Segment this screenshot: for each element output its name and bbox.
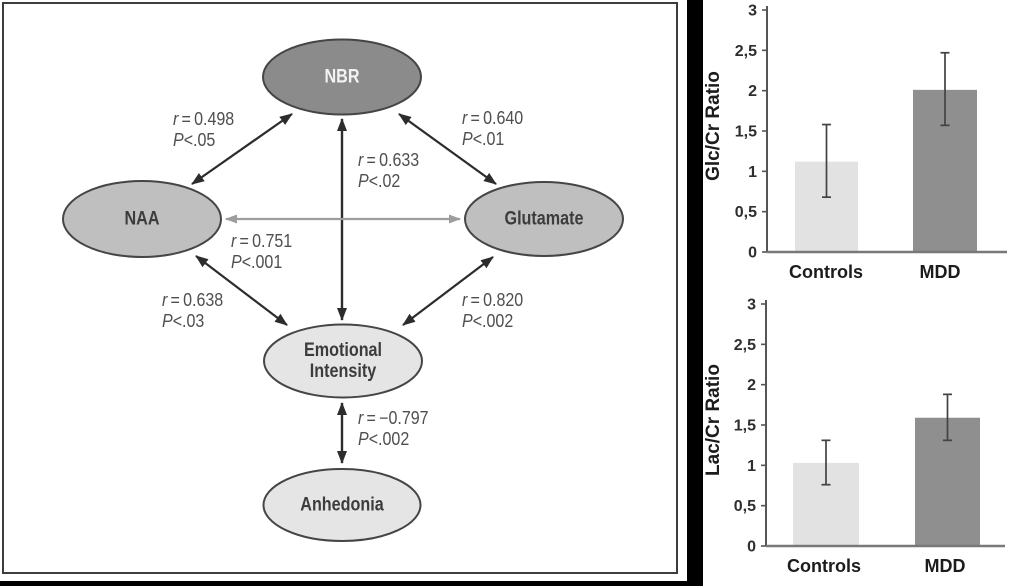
- y-tick-label: 1,5: [735, 124, 757, 141]
- node-label-line: Intensity: [309, 361, 377, 382]
- category-label-controls: Controls: [787, 556, 861, 576]
- edge-label-glutamate-emotional-intensity: r = 0.820 P<.002: [462, 290, 523, 332]
- error-bar-controls: [822, 123, 831, 198]
- p-value-label: P<.002: [358, 429, 410, 449]
- category-label-mdd: MDD: [925, 556, 966, 576]
- node-label-naa: NAA: [124, 208, 160, 230]
- node-label-emotional-intensity: Emotional Intensity: [304, 340, 382, 382]
- edge-label-emotional-intensity-anhedonia: r = −0.797 P<.002: [358, 408, 429, 450]
- edge-glutamate-emotional-intensity: [402, 256, 494, 326]
- y-tick-label: 1,5: [734, 418, 756, 435]
- r-value-label: r = 0.640: [462, 108, 524, 128]
- r-value-label: r = 0.633: [358, 150, 420, 170]
- edge-label-naa-emotional-intensity: r = 0.638 P<.03: [162, 290, 223, 332]
- r-value-label: r = 0.638: [162, 290, 224, 310]
- y-tick-label: 0: [748, 245, 757, 262]
- diagram-panel: NBR NAA Glutamate Emotional Intensity An…: [0, 0, 687, 581]
- r-value-label: r = 0.751: [231, 231, 293, 251]
- edge-naa-nbr: [191, 113, 293, 185]
- y-axis-title: Glc/Cr Ratio: [703, 71, 724, 181]
- edge-label-naa-glutamate: r = 0.751 P<.001: [231, 231, 292, 273]
- edge-nbr-glutamate: [398, 113, 497, 185]
- y-tick-label: 0,5: [735, 204, 757, 221]
- edge-label-naa-nbr: r = 0.498 P<.05: [173, 109, 234, 151]
- diagram-canvas: [62, 38, 624, 542]
- node-anhedonia: [262, 468, 422, 542]
- y-tick-label: 0,5: [734, 498, 756, 515]
- error-bar-controls: [821, 439, 831, 486]
- y-tick-label: 2,5: [735, 43, 757, 60]
- node-glutamate: [464, 181, 624, 257]
- y-axis-title: Lac/Cr Ratio: [703, 364, 724, 476]
- y-tick-label: 2: [747, 377, 756, 394]
- y-tick-label: 0: [747, 539, 756, 556]
- p-value-label: P<.001: [231, 252, 283, 272]
- glc-cr-chart: Controls MDD Glc/Cr Ratio 0 0,5 1 1,5 2 2,5 3: [703, 3, 1007, 282]
- node-naa: [62, 180, 222, 258]
- node-emotional-intensity: [263, 323, 423, 399]
- edge-label-nbr-emotional-intensity: r = 0.633 P<.02: [358, 150, 419, 192]
- y-tick-label: 1: [747, 458, 756, 475]
- r-value-label: r = −0.797: [358, 408, 429, 428]
- edge-naa-emotional-intensity: [195, 255, 288, 326]
- p-value-label: P<.002: [462, 311, 514, 331]
- r-value-label: r = 0.820: [462, 290, 524, 310]
- y-tick-label: 1: [748, 164, 757, 181]
- node-label-line: Emotional: [303, 340, 383, 361]
- charts-panel: Controls MDD Glc/Cr Ratio 0 0,5 1 1,5 2 2,5 3 …: [703, 0, 1024, 586]
- diagram-panel-border: [2, 2, 678, 574]
- node-label-nbr: NBR: [324, 66, 360, 88]
- p-value-label: P<.03: [162, 311, 205, 331]
- p-value-label: P<.02: [358, 171, 401, 191]
- y-tick-label: 2: [748, 83, 757, 100]
- lac-cr-chart: Controls MDD Lac/Cr Ratio 0 0,5 1 1,5 2 2,5 3: [703, 297, 1005, 576]
- p-value-label: P<.05: [173, 130, 216, 150]
- node-label-anhedonia: Anhedonia: [300, 494, 384, 516]
- node-label-glutamate: Glutamate: [504, 208, 584, 230]
- y-tick-label: 3: [747, 297, 756, 314]
- p-value-label: P<.01: [462, 129, 505, 149]
- node-nbr: [262, 38, 422, 116]
- error-bar-mdd: [940, 51, 950, 127]
- y-tick-label: 2,5: [734, 337, 756, 354]
- r-value-label: r = 0.498: [173, 109, 235, 129]
- category-label-mdd: MDD: [920, 262, 961, 282]
- category-label-controls: Controls: [789, 262, 863, 282]
- error-bar-mdd: [943, 393, 952, 442]
- edge-label-nbr-glutamate: r = 0.640 P<.01: [462, 108, 523, 150]
- y-tick-label: 3: [748, 3, 757, 20]
